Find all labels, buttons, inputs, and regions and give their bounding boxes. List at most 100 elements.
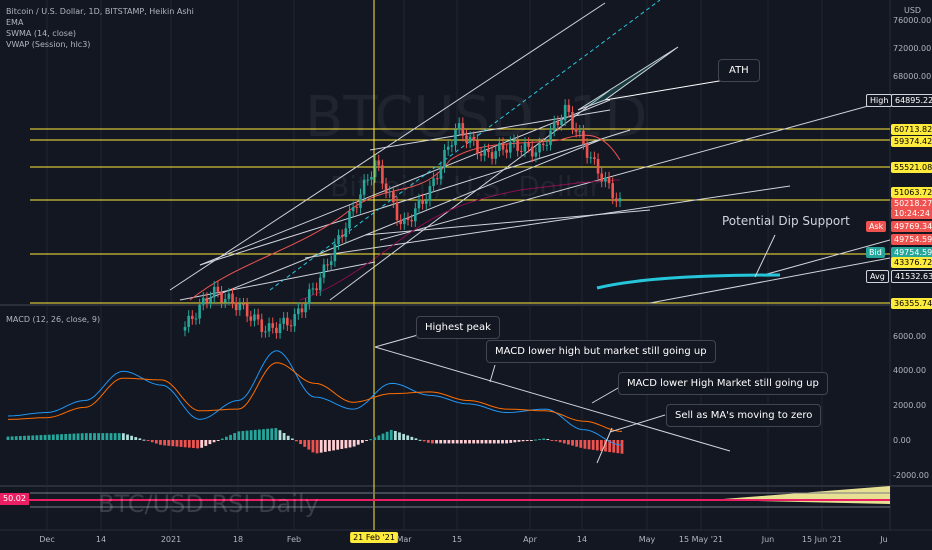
macd-histogram-bar	[525, 440, 529, 441]
candle-body	[260, 319, 264, 332]
price-axis-76000: 76000.00	[893, 16, 932, 25]
macd-trend-lines[interactable]	[374, 332, 731, 464]
candle-body	[227, 293, 231, 300]
candle-body	[443, 149, 446, 168]
macd-histogram-bar	[464, 440, 467, 444]
candle-body	[403, 218, 406, 225]
candle-body	[428, 186, 432, 201]
candle-body	[300, 308, 304, 313]
macd-histogram-bar	[270, 428, 274, 440]
macd-histogram-bar	[579, 440, 583, 448]
candle-body	[549, 130, 552, 145]
indicator-vwap[interactable]: VWAP (Session, hlc3)	[6, 40, 91, 49]
macd-histogram-bar	[365, 440, 368, 441]
macd-histogram-bar	[282, 432, 286, 440]
macd-histogram-bar	[451, 440, 455, 444]
candle-body	[318, 277, 322, 291]
macd-legend[interactable]: MACD (12, 26, close, 9)	[6, 314, 100, 325]
macd-histogram-bar	[369, 439, 373, 441]
candle-body	[446, 146, 450, 150]
macd-histogram-bar	[175, 440, 179, 447]
candle-body	[326, 264, 329, 266]
candle-body	[183, 326, 187, 331]
callout-macd-lower-high-2[interactable]: MACD lower High Market still going up	[618, 372, 828, 395]
macd-histogram-bar	[501, 440, 504, 444]
candle-body	[574, 128, 578, 132]
macd-histogram-bar	[546, 438, 550, 440]
candle-body	[373, 160, 377, 177]
candle-body	[366, 179, 370, 181]
macd-histogram-bar	[472, 440, 476, 444]
candle-body	[578, 130, 582, 132]
price-tag-value: 64895.22	[891, 94, 932, 107]
macd-histogram-bar	[163, 440, 166, 446]
candle-body	[501, 143, 505, 150]
candle-body	[461, 123, 465, 136]
candle-body	[231, 293, 234, 303]
macd-histogram-bar	[435, 440, 438, 444]
candle-body	[615, 198, 618, 202]
callout-ath[interactable]: ATH	[718, 59, 760, 82]
callout-macd-lower-high[interactable]: MACD lower high but market still going u…	[486, 340, 716, 363]
macd-histogram-bar	[35, 435, 39, 440]
date-apr: Apr	[523, 535, 537, 544]
macd-histogram-bar	[200, 440, 204, 448]
candle-body	[582, 130, 585, 144]
macd-histogram-bar	[604, 440, 607, 452]
ath-triangle[interactable]	[577, 46, 679, 111]
date-15-jun: 15 Jun '21	[801, 535, 843, 544]
macd-histogram-bar	[31, 435, 35, 440]
macd-histogram-bar	[406, 435, 410, 440]
indicator-ema[interactable]: EMA	[6, 18, 24, 27]
rsi-band-fill	[710, 486, 890, 504]
price-tag-value: 36355.74	[891, 298, 932, 309]
macd-histogram-bar	[356, 440, 360, 445]
macd-histogram-bar	[187, 440, 191, 448]
candle-body	[487, 149, 490, 153]
candle-body	[311, 288, 315, 290]
macd-histogram-bar	[179, 440, 183, 447]
macd-histogram-bar	[476, 440, 480, 444]
callout-highest-peak[interactable]: Highest peak	[416, 316, 500, 339]
macd-histogram-bar	[562, 440, 566, 444]
macd-histogram-bar	[496, 440, 500, 444]
macd-histogram-bar	[608, 440, 612, 453]
macd-histogram-bar	[237, 431, 241, 440]
candle-body	[494, 151, 498, 159]
macd-title[interactable]: MACD (12, 26, close, 9)	[6, 315, 101, 324]
vertical-grid	[46, 0, 823, 530]
candle-body	[432, 178, 435, 187]
candle-body	[541, 143, 545, 146]
candle-body	[194, 318, 198, 320]
macd-histogram-bar	[447, 440, 451, 444]
macd-histogram-bar	[257, 429, 261, 440]
symbol-title[interactable]: Bitcoin / U.S. Dollar, 1D, BITSTAMP, Hei…	[6, 7, 194, 16]
candle-body	[223, 299, 227, 303]
legend: Bitcoin / U.S. Dollar, 1D, BITSTAMP, Hei…	[6, 6, 194, 50]
candle-body	[527, 142, 530, 147]
potential-dip-support-label[interactable]: Potential Dip Support	[722, 214, 850, 228]
macd-histogram-bar	[319, 440, 323, 453]
macd-histogram-bar	[455, 440, 459, 444]
macd-histogram-bar	[595, 440, 599, 451]
macd-histogram-bar	[583, 440, 587, 449]
macd-histogram	[6, 428, 624, 454]
price-tag-label: Bid	[866, 247, 885, 258]
macd-histogram-bar	[389, 429, 393, 440]
macd-histogram-bar	[360, 440, 364, 443]
date-cursor[interactable]: 21 Feb '21	[350, 532, 398, 543]
candle-body	[191, 315, 194, 320]
indicator-swma[interactable]: SWMA (14, close)	[6, 29, 77, 38]
price-tag-value: 50218.27	[891, 198, 932, 209]
candle-body	[512, 140, 516, 143]
date-dec: Dec	[39, 535, 55, 544]
macd-histogram-bar	[266, 428, 270, 440]
macd-histogram-bar	[183, 440, 187, 448]
macd-histogram-bar	[616, 440, 620, 454]
callout-sell[interactable]: Sell as MA's moving to zero	[666, 404, 822, 427]
price-tag-value: 49754.59	[891, 247, 932, 258]
macd-histogram-bar	[315, 440, 319, 454]
dashed-trend-line[interactable]	[269, 0, 661, 291]
candle-body	[534, 152, 538, 157]
macd-histogram-bar	[105, 433, 109, 440]
